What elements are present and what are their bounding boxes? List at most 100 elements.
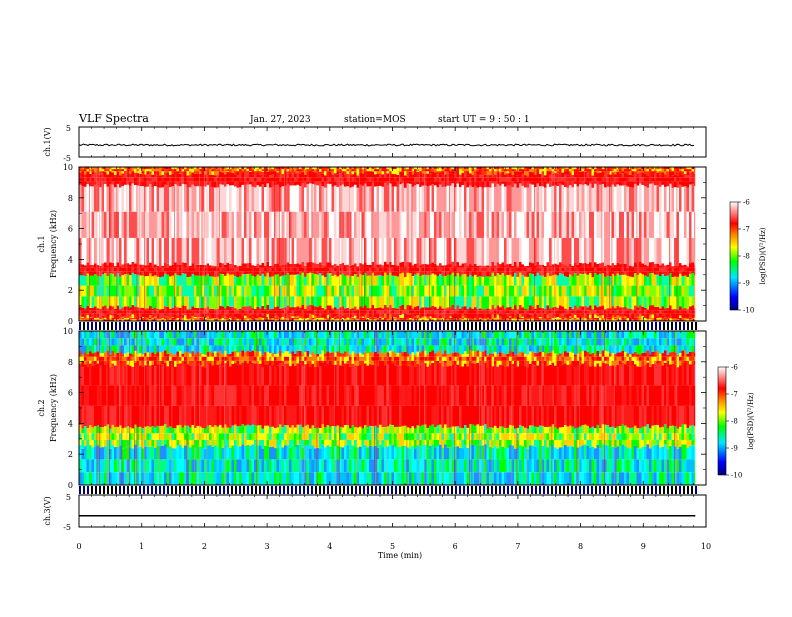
spectrogram-cell <box>214 169 217 171</box>
spectrogram-cell <box>212 318 215 319</box>
spectrogram-cell <box>407 262 410 268</box>
spectrogram-cell <box>577 310 580 313</box>
spectrogram-cell <box>587 318 590 320</box>
spectrogram-cell <box>489 177 492 181</box>
spectrogram-cell <box>377 238 380 265</box>
spectrogram-cell <box>524 318 527 319</box>
spectrogram-cell <box>484 187 487 212</box>
spectrogram-cell <box>214 188 217 212</box>
spectrogram-cell <box>634 313 637 315</box>
spectrogram-cell <box>547 286 550 297</box>
spectrogram-cell <box>247 177 250 181</box>
spectrogram-cell <box>467 175 470 177</box>
spectrogram-cell <box>404 169 407 171</box>
spectrogram-cell <box>234 268 237 272</box>
spectrogram-cell <box>94 306 97 310</box>
spectrogram-cell <box>422 296 425 307</box>
spectrogram-cell <box>409 212 412 238</box>
spectrogram-cell <box>549 187 552 212</box>
spectrogram-cell <box>124 185 127 212</box>
spectrogram-cell <box>487 271 490 276</box>
spectrogram-cell <box>479 238 482 266</box>
spectrogram-cell <box>152 310 155 313</box>
spectrogram-cell <box>539 286 542 297</box>
spectrogram-cell <box>292 310 295 313</box>
spectrogram-cell <box>629 313 632 318</box>
spectrogram-cell <box>402 181 405 183</box>
spectrogram-cell <box>629 268 632 272</box>
spectrogram-cell <box>247 310 250 313</box>
spectrogram-cell <box>439 171 442 172</box>
spectrogram-cell <box>352 169 355 171</box>
spectrogram-cell <box>169 177 172 181</box>
spectrogram-cell <box>619 268 622 272</box>
spectrogram-cell <box>177 264 180 267</box>
spectrogram-cell <box>512 268 515 272</box>
spectrogram-cell <box>147 169 150 171</box>
spectrogram-cell <box>432 306 435 311</box>
spectrogram-cell <box>494 276 497 285</box>
spectrogram-cell <box>604 181 607 187</box>
spectrogram-cell <box>457 184 460 212</box>
spectrogram-cell <box>134 313 137 316</box>
spectrogram-cell <box>347 308 350 310</box>
spectrogram-cell <box>214 171 217 175</box>
spectrogram-cell <box>352 238 355 265</box>
spectrogram-cell <box>239 310 242 313</box>
spectrogram-cell <box>592 277 595 286</box>
spectrogram-cell <box>304 277 307 286</box>
spectrogram-cell <box>577 169 580 171</box>
spectrogram-cell <box>507 186 510 212</box>
spectrogram-cell <box>299 310 302 313</box>
spectrogram-cell <box>367 296 370 308</box>
spectrogram-cell <box>644 186 647 211</box>
spectrogram-cell <box>119 271 122 277</box>
spectrogram-cell <box>167 212 170 238</box>
spectrogram-cell <box>292 268 295 272</box>
spectrogram-cell <box>122 317 125 318</box>
spectrogram-cell <box>294 264 297 268</box>
spectrogram-cell <box>522 317 525 318</box>
spectrogram-cell <box>329 184 332 212</box>
spectrogram-cell <box>149 238 152 263</box>
spectrogram-cell <box>227 238 230 263</box>
spectrogram-cell <box>492 286 495 297</box>
spectrogram-cell <box>577 186 580 211</box>
spectrogram-cell <box>627 174 630 177</box>
spectrogram-cell <box>519 181 522 183</box>
spectrogram-cell <box>242 316 245 318</box>
spectrogram-cell <box>254 277 257 286</box>
spectrogram-cell <box>197 318 200 320</box>
spectrogram-cell <box>277 172 280 177</box>
spectrogram-cell <box>509 268 512 272</box>
spectrogram-cell <box>189 175 192 177</box>
spectrogram-cell <box>519 169 522 171</box>
spectrogram-cell <box>539 169 542 171</box>
spectrogram-cell <box>642 296 645 306</box>
spectrogram-cell <box>269 175 272 177</box>
spectrogram-cell <box>94 238 97 263</box>
spectrogram-cell <box>472 268 475 272</box>
spectrogram-cell <box>234 276 237 286</box>
spectrogram-cell <box>374 308 377 310</box>
spectrogram-cell <box>332 271 335 276</box>
spectrogram-cell <box>87 212 90 238</box>
spectrogram-cell <box>557 296 560 307</box>
spectrogram-cell <box>277 171 280 172</box>
spectrogram-cell <box>317 185 320 211</box>
spectrogram-cell <box>94 171 97 172</box>
spectrogram-cell <box>297 238 300 263</box>
spectrogram-cell <box>514 310 517 313</box>
spectrogram-cell <box>604 238 607 266</box>
spectrogram-cell <box>494 265 497 267</box>
spectrogram-cell <box>599 181 602 184</box>
spectrogram-cell <box>642 238 645 264</box>
spectrogram-cell <box>392 310 395 313</box>
spectrogram-cell <box>479 265 482 267</box>
spectrogram-cell <box>599 271 602 274</box>
spectrogram-cell <box>87 263 90 268</box>
spectrogram-cell <box>477 188 480 212</box>
spectrogram-cell <box>369 212 372 238</box>
spectrogram-cell <box>167 271 170 274</box>
spectrogram-cell <box>232 181 235 185</box>
